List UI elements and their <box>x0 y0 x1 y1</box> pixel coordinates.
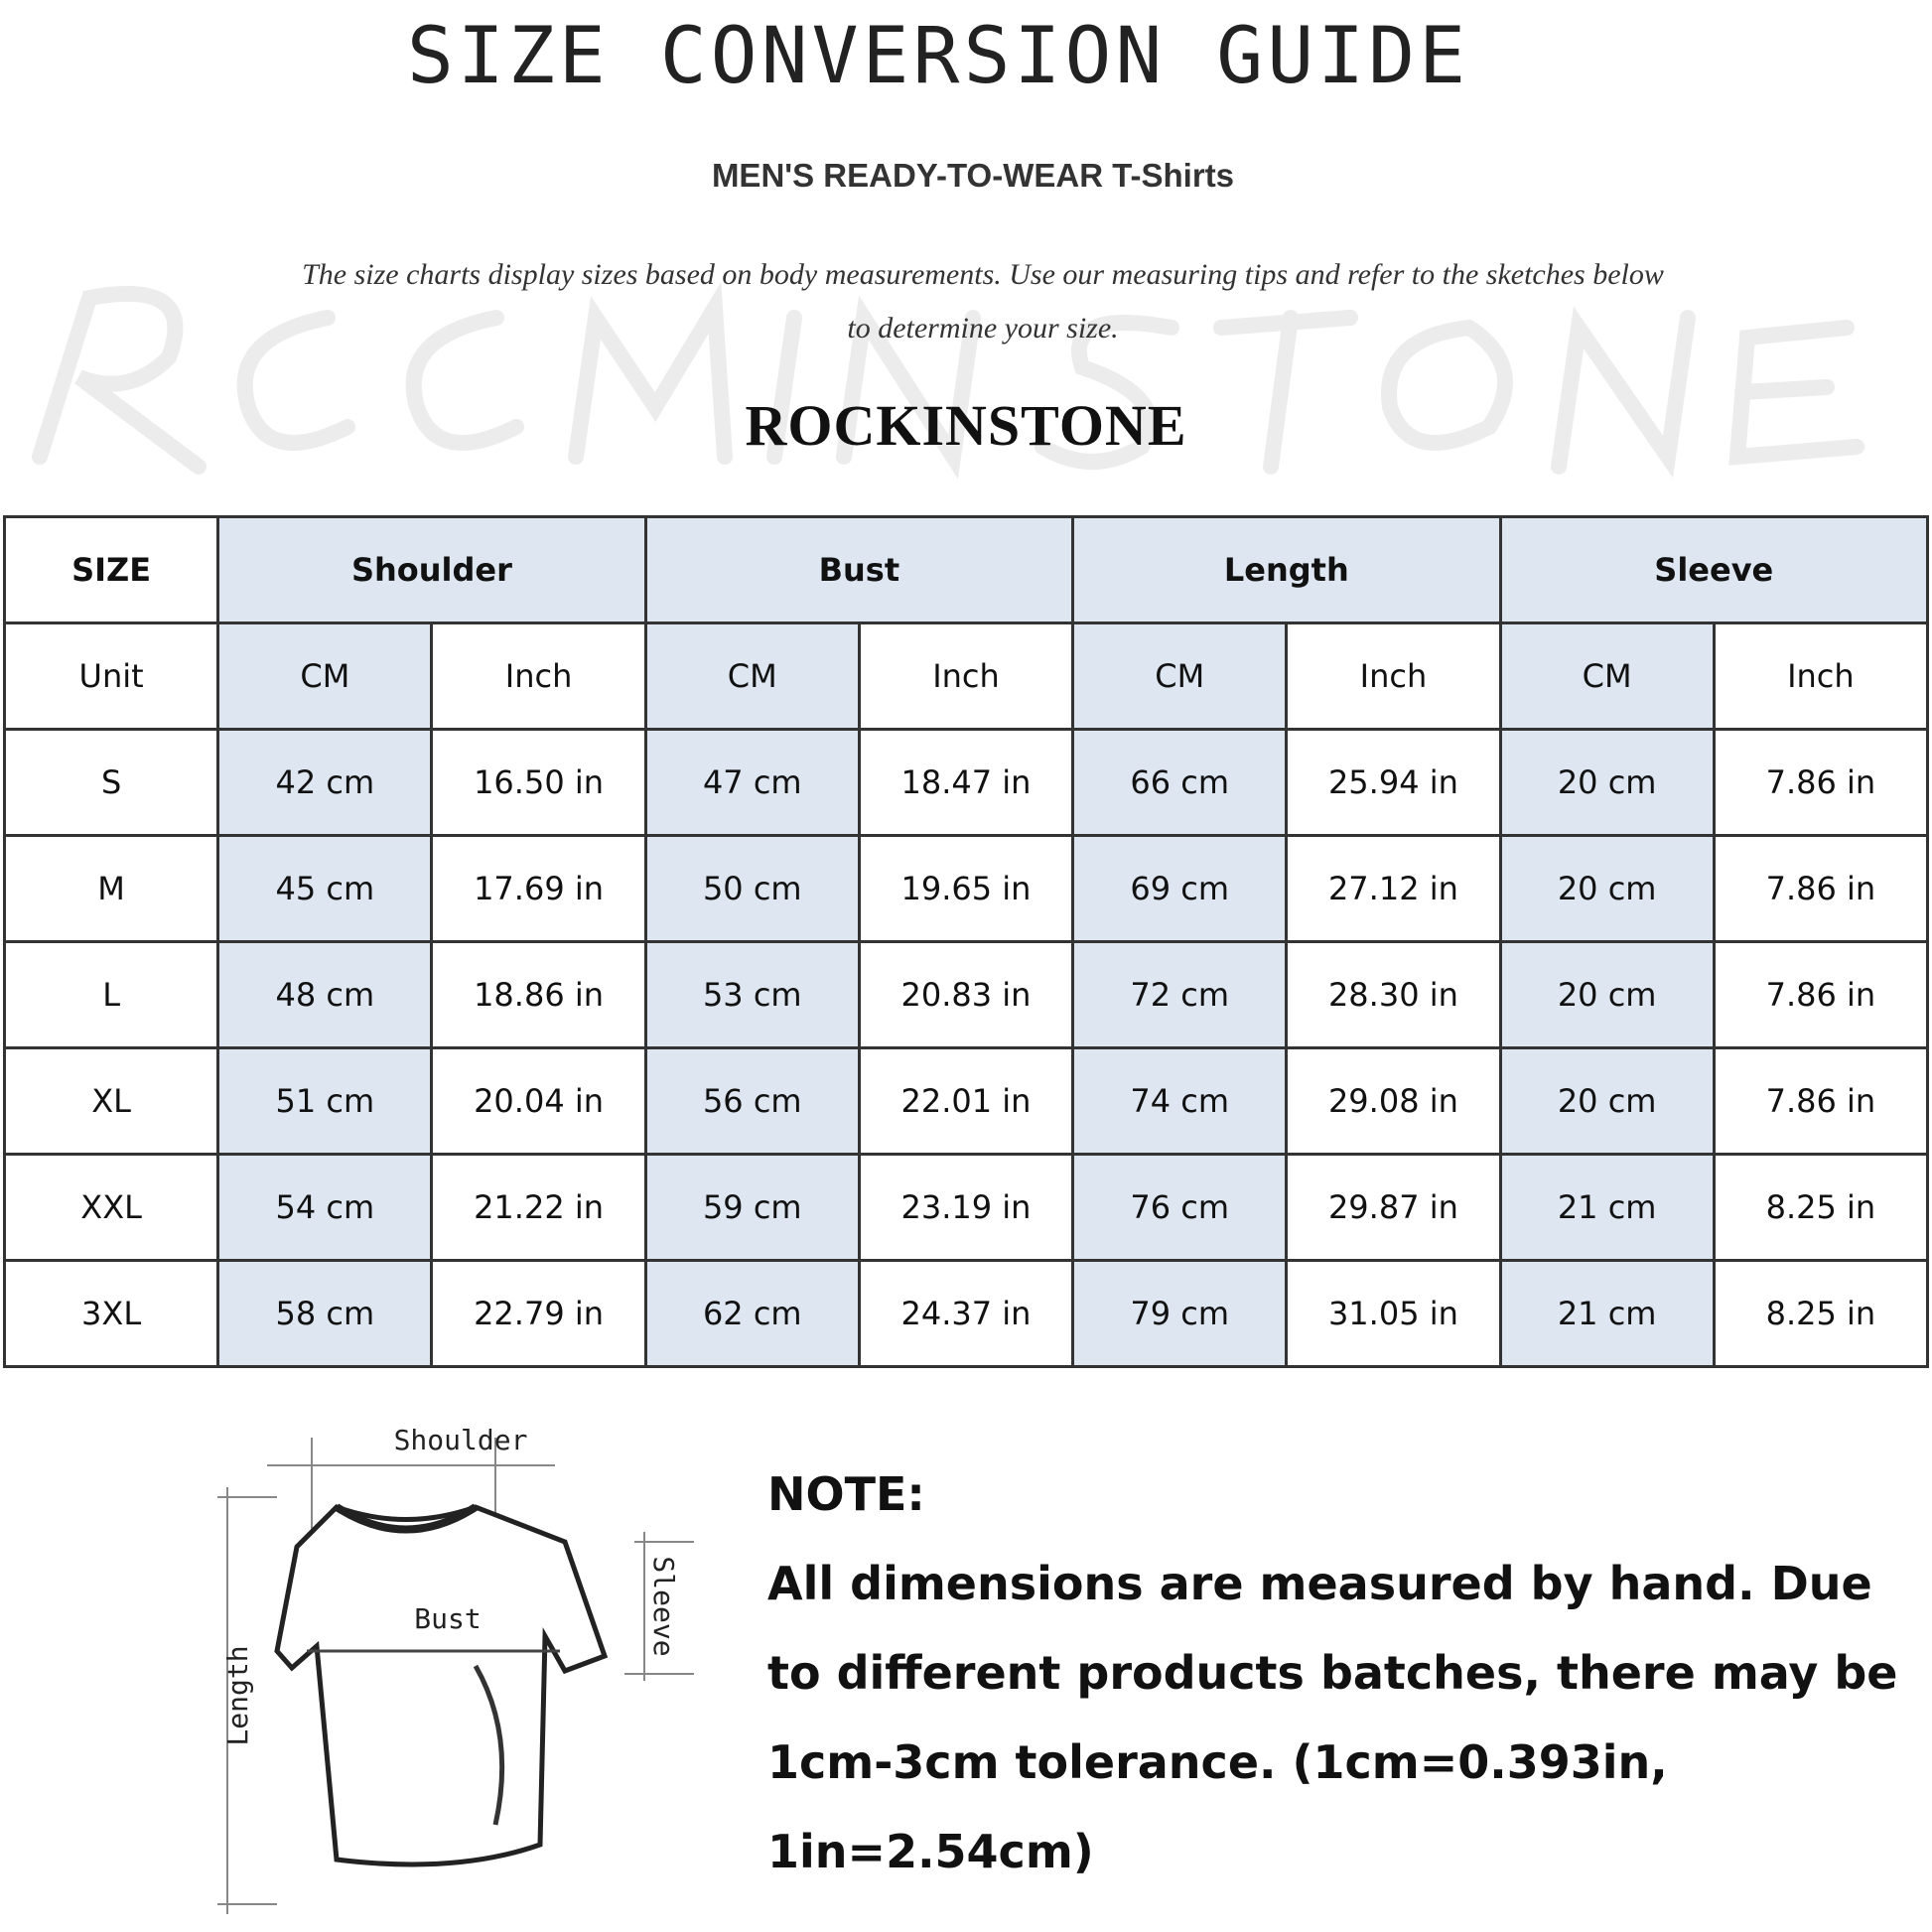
sleeve-label: Sleeve <box>647 1556 680 1656</box>
table-row: XL 51 cm 20.04 in 56 cm 22.01 in 74 cm 29.08 i… <box>2 1046 1930 1156</box>
unit-cell: Inch <box>857 621 1075 731</box>
measurement-cell: 45 cm <box>216 834 434 943</box>
measurement-cell: 17.69 in <box>430 834 647 943</box>
measurement-cell: 28.30 in <box>1285 940 1502 1049</box>
description: The size charts display sizes based on b… <box>302 258 1664 345</box>
note-heading: NOTE: <box>767 1467 925 1521</box>
measurement-cell: 31.05 in <box>1285 1259 1502 1368</box>
measurement-cell: 48 cm <box>216 940 434 1049</box>
length-label: Length <box>221 1645 254 1745</box>
watermark-logo <box>32 281 1864 480</box>
measurement-cell: 20 cm <box>1498 834 1716 943</box>
measurement-cell: 7.86 in <box>1712 728 1930 837</box>
unit-cell: Inch <box>1285 621 1502 731</box>
group-header-length: Length <box>1071 515 1502 624</box>
table-row: S 42 cm 16.50 in 47 cm 18.47 in 66 cm 25.94 in… <box>2 728 1930 837</box>
measurement-cell: 69 cm <box>1071 834 1289 943</box>
measurement-cell: 29.87 in <box>1285 1153 1502 1262</box>
measurement-cell: 56 cm <box>643 1046 861 1156</box>
bust-label: Bust <box>414 1602 481 1635</box>
measurement-cell: 27.12 in <box>1285 834 1502 943</box>
measurement-cell: 24.37 in <box>857 1259 1075 1368</box>
measurement-cell: 20 cm <box>1498 1046 1716 1156</box>
unit-label: Unit <box>2 621 220 731</box>
measurement-cell: 79 cm <box>1071 1259 1289 1368</box>
measurement-cell: 42 cm <box>216 728 434 837</box>
measurement-cell: 59 cm <box>643 1153 861 1262</box>
unit-cell: CM <box>643 621 861 731</box>
unit-cell: CM <box>1498 621 1716 731</box>
watermark <box>0 258 1932 486</box>
size-cell: XL <box>2 1046 220 1156</box>
measurement-cell: 22.01 in <box>857 1046 1075 1156</box>
group-header-bust: Bust <box>643 515 1075 624</box>
size-cell: S <box>2 728 220 837</box>
measurement-cell: 51 cm <box>216 1046 434 1156</box>
measurement-cell: 29.08 in <box>1285 1046 1502 1156</box>
page-title: SIZE CONVERSION GUIDE <box>406 12 1470 101</box>
size-header: SIZE <box>2 515 220 624</box>
measurement-cell: 20 cm <box>1498 940 1716 1049</box>
size-cell: 3XL <box>2 1259 220 1368</box>
unit-row: Unit CM Inch CM Inch CM Inch CM Inch <box>2 621 1930 731</box>
size-table: SIZE Shoulder Bust Length Sleeve Unit CM… <box>2 515 1930 1368</box>
size-cell: XXL <box>2 1153 220 1262</box>
measurement-cell: 25.94 in <box>1285 728 1502 837</box>
measurement-cell: 21.22 in <box>430 1153 647 1262</box>
measurement-cell: 8.25 in <box>1712 1259 1930 1368</box>
measurement-cell: 22.79 in <box>430 1259 647 1368</box>
measurement-cell: 74 cm <box>1071 1046 1289 1156</box>
measurement-cell: 72 cm <box>1071 940 1289 1049</box>
size-cell: L <box>2 940 220 1049</box>
table-row: M 45 cm 17.69 in 50 cm 19.65 in 69 cm 27.12 in… <box>2 834 1930 943</box>
measurement-cell: 53 cm <box>643 940 861 1049</box>
measurement-cell: 8.25 in <box>1712 1153 1930 1262</box>
measurement-cell: 19.65 in <box>857 834 1075 943</box>
shoulder-label: Shoulder <box>394 1424 528 1456</box>
measurement-cell: 66 cm <box>1071 728 1289 837</box>
brand-name: ROCKINSTONE <box>745 393 1187 458</box>
measurement-cell: 21 cm <box>1498 1153 1716 1262</box>
unit-cell: Inch <box>1712 621 1930 731</box>
note: NOTE: All dimensions are measured by han… <box>767 1449 1919 1896</box>
unit-cell: CM <box>1071 621 1289 731</box>
table-row: XXL 54 cm 21.22 in 59 cm 23.19 in 76 cm 29.87 … <box>2 1153 1930 1262</box>
measurement-cell: 20 cm <box>1498 728 1716 837</box>
table-row: 3XL 58 cm 22.79 in 62 cm 24.37 in 79 cm 31.05 … <box>2 1259 1930 1368</box>
measurement-cell: 7.86 in <box>1712 834 1930 943</box>
measurement-cell: 76 cm <box>1071 1153 1289 1262</box>
measurement-cell: 16.50 in <box>430 728 647 837</box>
tshirt-measurement-sketch: Shoulder Bust Sleeve Length <box>198 1408 727 1928</box>
note-body: All dimensions are measured by hand. Due… <box>767 1557 1898 1878</box>
measurement-cell: 18.86 in <box>430 940 647 1049</box>
group-header-sleeve: Sleeve <box>1498 515 1930 624</box>
measurement-cell: 50 cm <box>643 834 861 943</box>
group-header-shoulder: Shoulder <box>216 515 647 624</box>
subtitle: MEN'S READY-TO-WEAR T-Shirts <box>711 157 1235 194</box>
measurement-cell: 7.86 in <box>1712 940 1930 1049</box>
unit-cell: Inch <box>430 621 647 731</box>
measurement-cell: 62 cm <box>643 1259 861 1368</box>
measurement-cell: 18.47 in <box>857 728 1075 837</box>
measurement-cell: 47 cm <box>643 728 861 837</box>
unit-cell: CM <box>216 621 434 731</box>
measurement-cell: 20.83 in <box>857 940 1075 1049</box>
table-row: L 48 cm 18.86 in 53 cm 20.83 in 72 cm 28.30 in… <box>2 940 1930 1049</box>
measurement-cell: 7.86 in <box>1712 1046 1930 1156</box>
measurement-cell: 21 cm <box>1498 1259 1716 1368</box>
size-cell: M <box>2 834 220 943</box>
table-header-row: SIZE Shoulder Bust Length Sleeve <box>2 515 1930 624</box>
measurement-cell: 20.04 in <box>430 1046 647 1156</box>
measurement-cell: 58 cm <box>216 1259 434 1368</box>
measurement-cell: 54 cm <box>216 1153 434 1262</box>
measurement-cell: 23.19 in <box>857 1153 1075 1262</box>
